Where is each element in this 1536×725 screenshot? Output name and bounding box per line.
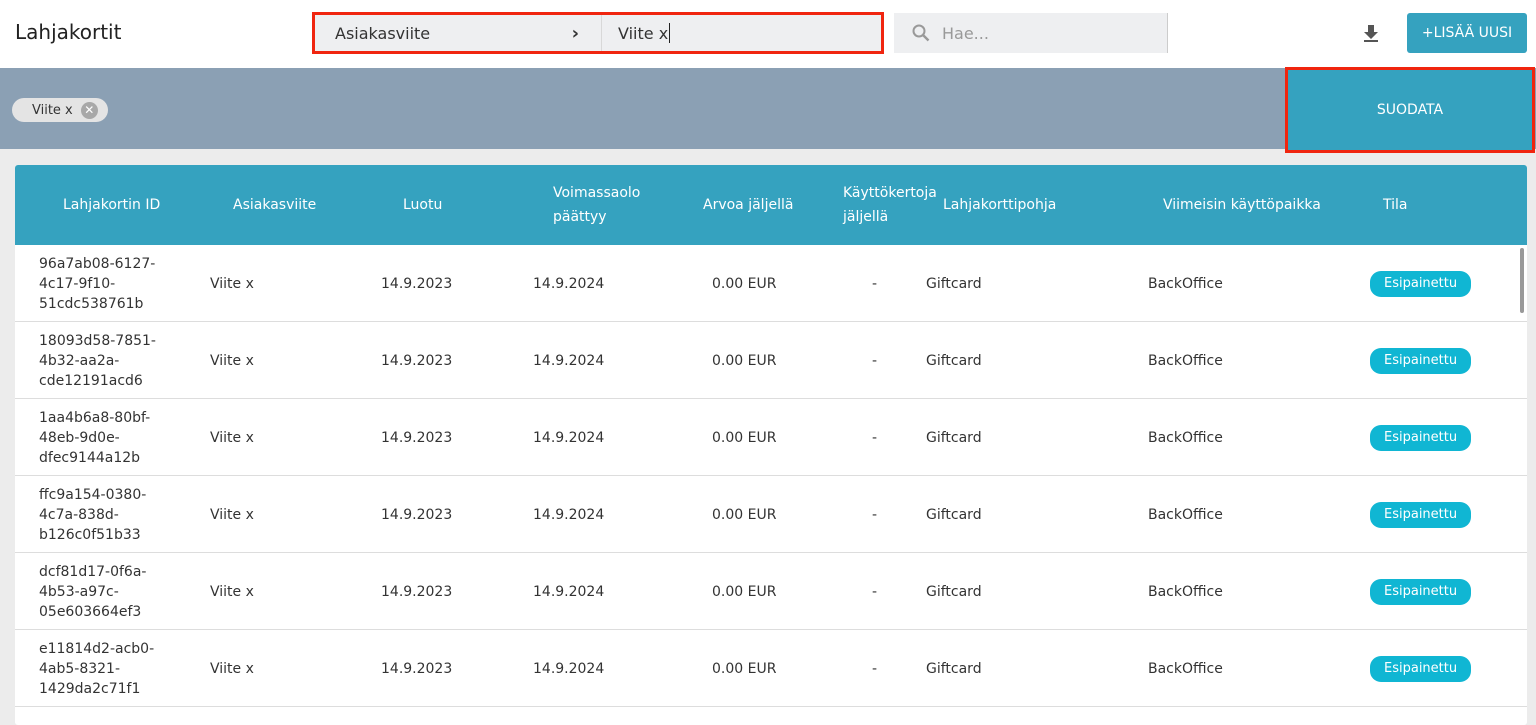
cell-created: 14.9.2023: [381, 275, 453, 292]
cell-ref: Viite x: [210, 583, 254, 600]
cell-last: BackOffice: [1148, 352, 1223, 369]
cell-last: BackOffice: [1148, 429, 1223, 446]
cell-ref: Viite x: [210, 660, 254, 677]
cell-last: BackOffice: [1148, 275, 1223, 292]
filter-chip-label: Viite x: [32, 102, 73, 118]
cell-last: BackOffice: [1148, 506, 1223, 523]
cell-id: 1aa4b6a8-80bf-48eb-9d0e-dfec9144a12b: [39, 409, 151, 466]
cell-uses: -: [872, 429, 878, 446]
cell-value: 0.00 EUR: [712, 583, 777, 600]
filter-field-select[interactable]: Asiakasviite ›: [315, 15, 602, 51]
filter-value-text: Viite x: [618, 23, 669, 43]
cell-status: Esipainettu: [1370, 245, 1472, 322]
table-row[interactable]: e11814d2-acb0-4ab5-8321-1429da2c71f1 Viit…: [15, 630, 1527, 707]
cell-template: Giftcard: [926, 506, 982, 523]
chevron-right-icon: ›: [571, 22, 579, 44]
cell-last: BackOffice: [1148, 583, 1223, 600]
table-row[interactable]: dcf81d17-0f6a-4b53-a97c-05e603664ef3 Viit…: [15, 553, 1527, 630]
cell-status: Esipainettu: [1370, 399, 1472, 476]
cell-created: 14.9.2023: [381, 583, 453, 600]
cell-id: 18093d58-7851-4b32-aa2a-cde12191acd6: [39, 332, 156, 389]
cell-id: ffc9a154-0380-4c7a-838d-b126c0f51b33: [39, 486, 147, 543]
top-bar: Lahjakortit Asiakasviite › Viite x Hae...…: [0, 0, 1536, 68]
status-badge: Esipainettu: [1370, 424, 1472, 451]
cell-uses: -: [872, 660, 878, 677]
table-row[interactable]: 18093d58-7851-4b32-aa2a-cde12191acd6 Viit…: [15, 322, 1527, 399]
cell-template: Giftcard: [926, 583, 982, 600]
download-icon[interactable]: [1360, 22, 1382, 44]
cell-value: 0.00 EUR: [712, 275, 777, 292]
cell-template: Giftcard: [926, 660, 982, 677]
column-header-uses[interactable]: Käyttökertoja jäljellä: [843, 185, 937, 225]
cell-template: Giftcard: [926, 352, 982, 369]
cell-expires: 14.9.2024: [533, 660, 605, 677]
cell-id: dcf81d17-0f6a-4b53-a97c-05e603664ef3: [39, 563, 147, 620]
column-header-template[interactable]: Lahjakorttipohja: [943, 197, 1057, 213]
search-icon: [912, 24, 930, 42]
add-new-button[interactable]: +LISÄÄ UUSI: [1407, 13, 1527, 53]
cell-ref: Viite x: [210, 275, 254, 292]
cell-last: BackOffice: [1148, 660, 1223, 677]
cell-uses: -: [872, 275, 878, 292]
table-header: Lahjakortin ID Asiakasviite Luotu Voimas…: [15, 165, 1527, 245]
column-header-last-used[interactable]: Viimeisin käyttöpaikka: [1163, 197, 1321, 213]
cell-expires: 14.9.2024: [533, 352, 605, 369]
table-row[interactable]: 96a7ab08-6127-4c17-9f10-51cdc538761b Viit…: [15, 245, 1527, 322]
search-placeholder: Hae...: [942, 23, 989, 43]
cell-expires: 14.9.2024: [533, 506, 605, 523]
cell-created: 14.9.2023: [381, 506, 453, 523]
column-header-id[interactable]: Lahjakortin ID: [63, 197, 161, 213]
cell-ref: Viite x: [210, 352, 254, 369]
status-badge: Esipainettu: [1370, 578, 1472, 605]
filter-button[interactable]: SUODATA: [1285, 67, 1535, 153]
column-header-created[interactable]: Luotu: [403, 197, 443, 213]
cell-id: e11814d2-acb0-4ab5-8321-1429da2c71f1: [39, 640, 155, 697]
filter-field-label: Asiakasviite: [335, 23, 431, 43]
table-row[interactable]: ffc9a154-0380-4c7a-838d-b126c0f51b33 Viit…: [15, 476, 1527, 553]
cell-expires: 14.9.2024: [533, 275, 605, 292]
cell-value: 0.00 EUR: [712, 660, 777, 677]
cell-created: 14.9.2023: [381, 660, 453, 677]
filter-value-input[interactable]: Viite x: [602, 15, 881, 51]
column-header-value[interactable]: Arvoa jäljellä: [703, 197, 794, 213]
filter-combo[interactable]: Asiakasviite › Viite x: [312, 12, 884, 54]
status-badge: Esipainettu: [1370, 655, 1472, 682]
cell-value: 0.00 EUR: [712, 429, 777, 446]
cell-expires: 14.9.2024: [533, 583, 605, 600]
giftcards-table: Lahjakortin ID Asiakasviite Luotu Voimas…: [15, 165, 1527, 725]
cell-status: Esipainettu: [1370, 322, 1472, 399]
cell-status: Esipainettu: [1370, 476, 1472, 553]
cell-status: Esipainettu: [1370, 630, 1472, 707]
cell-created: 14.9.2023: [381, 352, 453, 369]
cell-template: Giftcard: [926, 429, 982, 446]
close-icon[interactable]: ✕: [80, 101, 98, 119]
text-cursor: [669, 23, 671, 43]
status-badge: Esipainettu: [1370, 501, 1472, 528]
cell-uses: -: [872, 583, 878, 600]
column-header-reference[interactable]: Asiakasviite: [233, 197, 317, 213]
cell-value: 0.00 EUR: [712, 352, 777, 369]
cell-id: 96a7ab08-6127-4c17-9f10-51cdc538761b: [39, 255, 156, 312]
cell-created: 14.9.2023: [381, 429, 453, 446]
cell-ref: Viite x: [210, 429, 254, 446]
table-row[interactable]: 1aa4b6a8-80bf-48eb-9d0e-dfec9144a12b Viit…: [15, 399, 1527, 476]
cell-uses: -: [872, 352, 878, 369]
cell-ref: Viite x: [210, 506, 254, 523]
filter-chip[interactable]: Viite x ✕: [12, 98, 108, 122]
cell-template: Giftcard: [926, 275, 982, 292]
status-badge: Esipainettu: [1370, 347, 1472, 374]
cell-expires: 14.9.2024: [533, 429, 605, 446]
cell-value: 0.00 EUR: [712, 506, 777, 523]
cell-uses: -: [872, 506, 878, 523]
page-title: Lahjakortit: [15, 20, 122, 44]
status-badge: Esipainettu: [1370, 270, 1472, 297]
cell-status: Esipainettu: [1370, 553, 1472, 630]
search-input[interactable]: Hae...: [894, 13, 1168, 53]
scrollbar[interactable]: [1520, 248, 1524, 313]
filter-bar: Viite x ✕: [0, 68, 1536, 149]
column-header-expires[interactable]: Voimassaolo päättyy: [553, 185, 641, 225]
column-header-status[interactable]: Tila: [1383, 197, 1408, 213]
